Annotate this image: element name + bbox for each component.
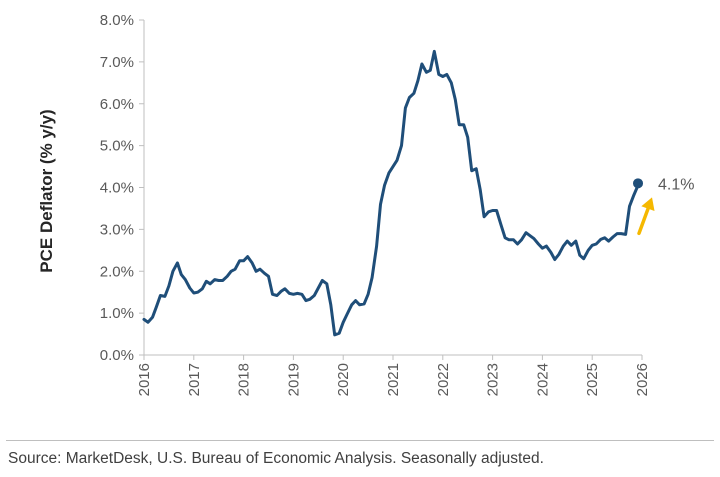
x-tick-label: 2021 xyxy=(385,363,402,396)
x-tick-label: 2016 xyxy=(136,363,153,396)
x-tick-label: 2026 xyxy=(634,363,651,396)
source-note: Source: MarketDesk, U.S. Bureau of Econo… xyxy=(8,450,544,467)
y-tick-label: 8.0% xyxy=(100,12,134,29)
annotation-layer: 4.1% xyxy=(633,176,694,236)
y-tick-label: 5.0% xyxy=(100,138,134,155)
end-value-label: 4.1% xyxy=(658,176,694,193)
x-tick-label: 2023 xyxy=(485,363,502,396)
x-tick-label: 2018 xyxy=(236,363,253,396)
increase-arrow-icon xyxy=(641,197,655,211)
y-tick-label: 0.0% xyxy=(100,347,134,364)
x-tick-label: 2017 xyxy=(186,363,203,396)
y-tick-label: 2.0% xyxy=(100,263,134,280)
end-point-marker xyxy=(633,178,644,189)
pce-line-chart: 0.0% 1.0% 2.0% 3.0% 4.0% 5.0% 6.0% 7.0% 8.0% 201… xyxy=(37,12,694,396)
series-line-pce xyxy=(142,49,640,337)
y-tick-label: 6.0% xyxy=(100,96,134,113)
x-tick-label: 2022 xyxy=(435,363,452,396)
y-tick-label: 1.0% xyxy=(100,305,134,322)
x-tick-label: 2019 xyxy=(285,363,302,396)
footer-divider xyxy=(6,440,714,441)
series-layer xyxy=(142,49,640,337)
y-axis: 0.0% 1.0% 2.0% 3.0% 4.0% 5.0% 6.0% 7.0% 8.0% xyxy=(100,12,145,364)
x-tick-label: 2024 xyxy=(534,363,551,396)
y-axis-title: PCE Deflator (% y/y) xyxy=(37,109,56,272)
y-tick-label: 7.0% xyxy=(100,54,134,71)
y-tick-label: 4.0% xyxy=(100,180,134,197)
x-tick-label: 2025 xyxy=(584,363,601,396)
x-tick-label: 2020 xyxy=(335,363,352,396)
y-tick-label: 3.0% xyxy=(100,221,134,238)
x-axis: 2016 2017 2018 2019 2020 2021 2022 2023 2024 2025… xyxy=(136,354,651,396)
